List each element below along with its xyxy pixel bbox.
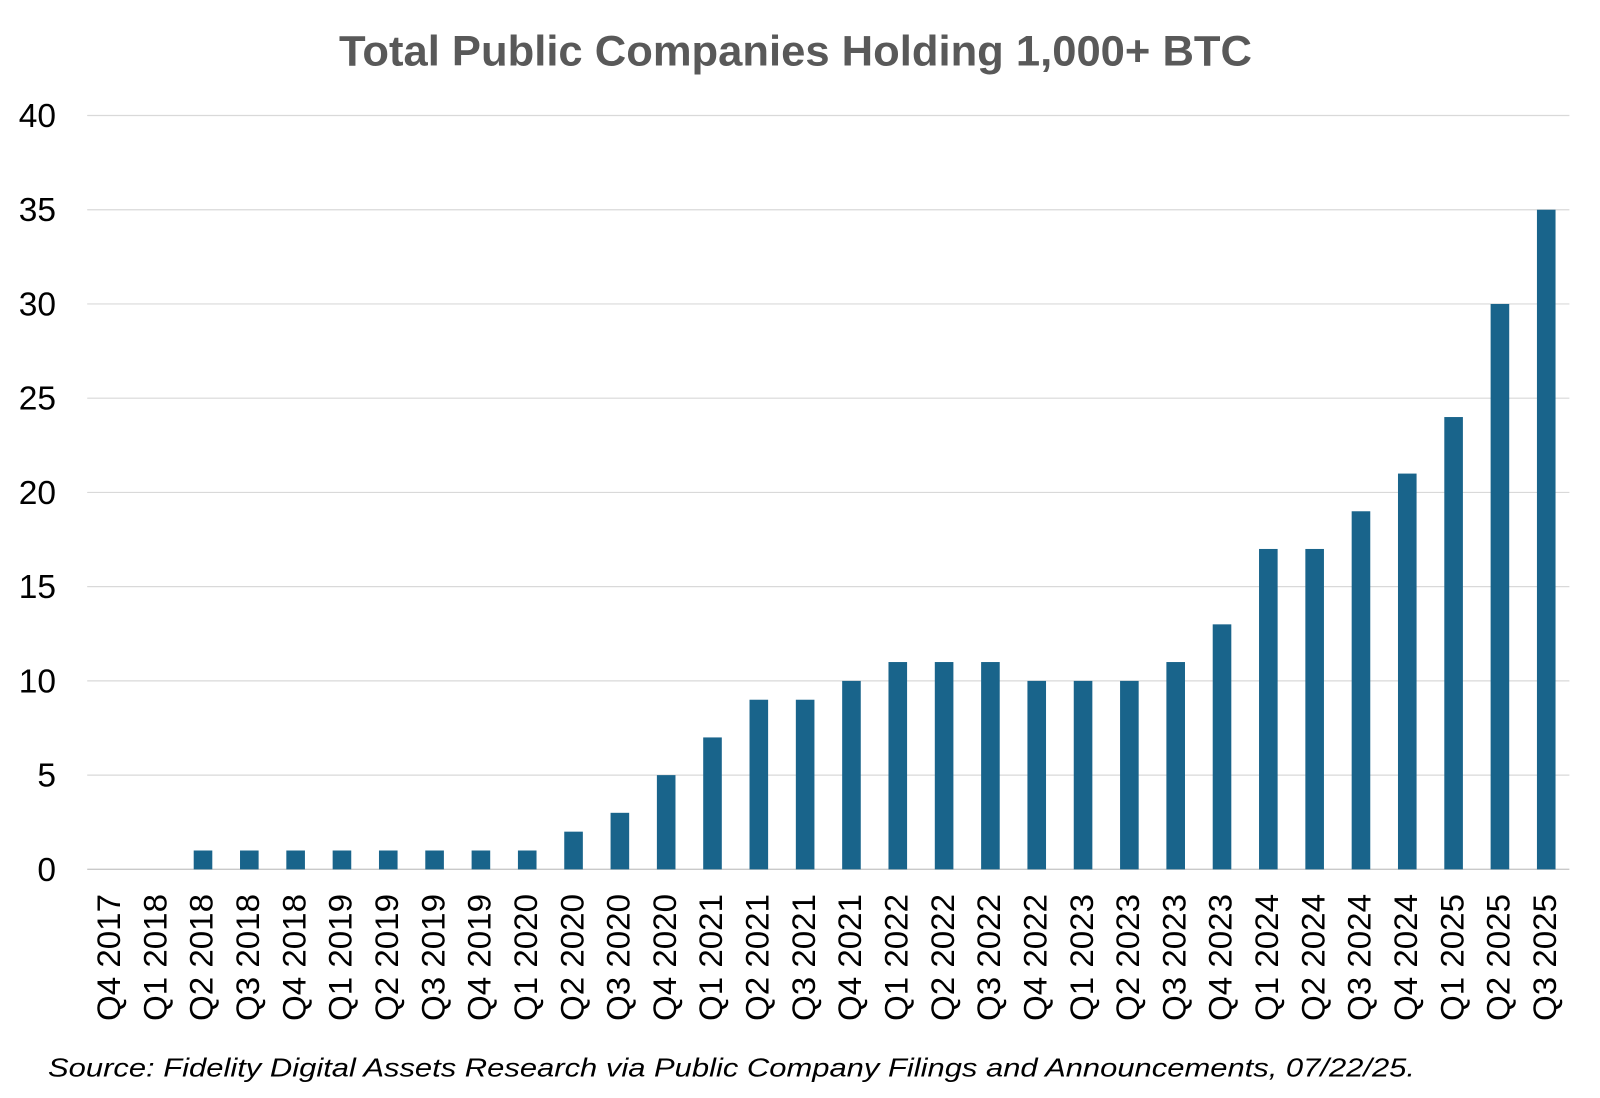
svg-text:Q4 2024: Q4 2024 xyxy=(1388,894,1424,1021)
svg-text:Q1 2022: Q1 2022 xyxy=(878,894,914,1021)
svg-text:Q2 2025: Q2 2025 xyxy=(1481,894,1517,1021)
svg-text:Q1 2023: Q1 2023 xyxy=(1064,894,1100,1021)
svg-text:35: 35 xyxy=(19,192,56,229)
svg-text:Q1 2019: Q1 2019 xyxy=(323,894,359,1021)
svg-text:Q4 2022: Q4 2022 xyxy=(1017,894,1053,1021)
svg-text:Q2 2020: Q2 2020 xyxy=(554,894,590,1021)
svg-text:Q4 2017: Q4 2017 xyxy=(91,894,127,1021)
svg-text:30: 30 xyxy=(19,286,56,323)
svg-text:0: 0 xyxy=(37,852,56,889)
svg-text:Q1 2021: Q1 2021 xyxy=(693,894,729,1021)
svg-text:20: 20 xyxy=(19,475,56,512)
svg-text:Q4 2023: Q4 2023 xyxy=(1203,894,1239,1021)
svg-text:Q3 2023: Q3 2023 xyxy=(1156,894,1192,1021)
svg-text:Q1 2025: Q1 2025 xyxy=(1434,894,1470,1021)
svg-text:Q3 2020: Q3 2020 xyxy=(601,894,637,1021)
svg-text:Q1 2024: Q1 2024 xyxy=(1249,894,1285,1021)
svg-text:Q3 2019: Q3 2019 xyxy=(415,894,451,1021)
svg-text:Q3 2025: Q3 2025 xyxy=(1527,894,1563,1021)
svg-text:10: 10 xyxy=(19,663,56,700)
svg-text:Q4 2018: Q4 2018 xyxy=(276,894,312,1021)
svg-text:5: 5 xyxy=(37,758,56,795)
svg-text:40: 40 xyxy=(19,98,56,135)
svg-text:Q2 2021: Q2 2021 xyxy=(740,894,776,1021)
svg-text:Q1 2020: Q1 2020 xyxy=(508,894,544,1021)
svg-text:Q2 2019: Q2 2019 xyxy=(369,894,405,1021)
svg-text:Q2 2018: Q2 2018 xyxy=(184,894,220,1021)
svg-text:Q2 2023: Q2 2023 xyxy=(1110,894,1146,1021)
svg-text:Q3 2022: Q3 2022 xyxy=(971,894,1007,1021)
svg-text:Q1 2018: Q1 2018 xyxy=(137,894,173,1021)
svg-text:Q3 2018: Q3 2018 xyxy=(230,894,266,1021)
svg-text:Q3 2024: Q3 2024 xyxy=(1342,894,1378,1021)
svg-text:Total Public Companies Holding: Total Public Companies Holding 1,000+ BT… xyxy=(339,29,1252,76)
svg-text:Q2 2024: Q2 2024 xyxy=(1295,894,1331,1021)
svg-text:Q2 2022: Q2 2022 xyxy=(925,894,961,1021)
svg-text:15: 15 xyxy=(19,569,56,606)
svg-text:Q4 2019: Q4 2019 xyxy=(462,894,498,1021)
svg-text:Q4 2020: Q4 2020 xyxy=(647,894,683,1021)
svg-text:Q3 2021: Q3 2021 xyxy=(786,894,822,1021)
svg-text:25: 25 xyxy=(19,381,56,418)
svg-text:Q4 2021: Q4 2021 xyxy=(832,894,868,1021)
svg-text:Source: Fidelity Digital Asset: Source: Fidelity Digital Assets Research… xyxy=(48,1053,1415,1083)
